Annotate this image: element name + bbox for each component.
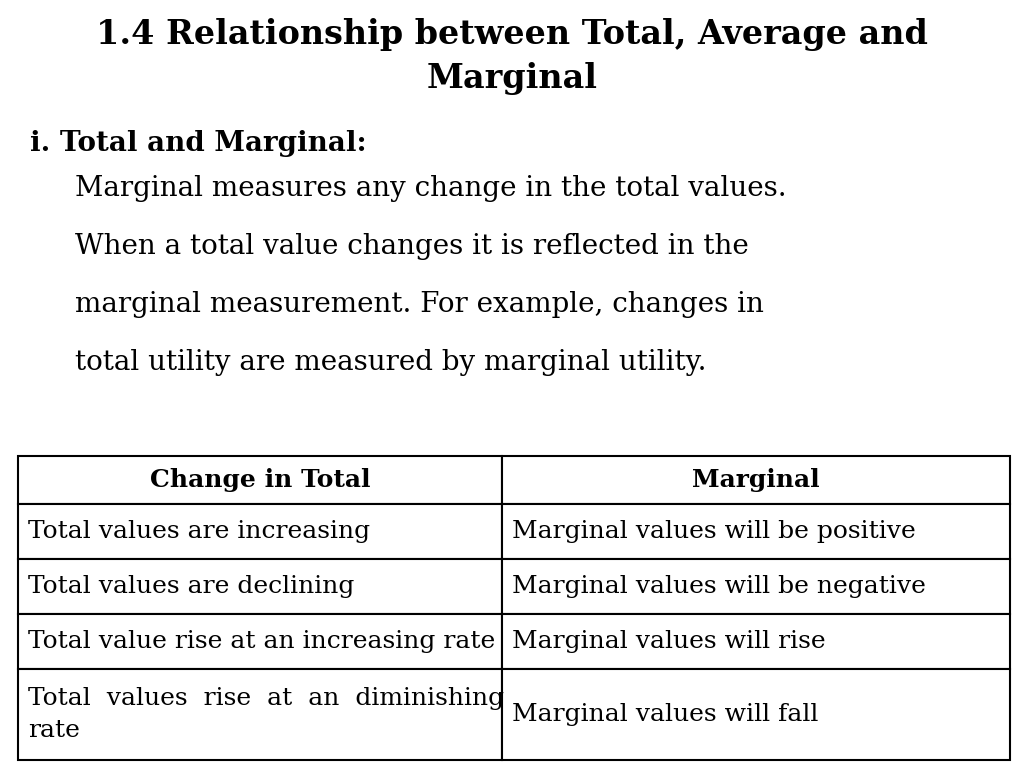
Text: Marginal: Marginal [692, 468, 820, 492]
Bar [18, 614, 502, 669]
Text: Marginal values will be positive: Marginal values will be positive [512, 520, 915, 543]
Text: Total and Marginal:: Total and Marginal: [60, 130, 367, 157]
Bar [18, 504, 502, 559]
Text: Marginal values will be negative: Marginal values will be negative [512, 575, 926, 598]
Text: marginal measurement. For example, changes in: marginal measurement. For example, chang… [75, 291, 764, 318]
Text: Marginal values will rise: Marginal values will rise [512, 630, 825, 653]
Text: 1.4 Relationship between Total, Average and: 1.4 Relationship between Total, Average … [96, 18, 928, 51]
Bar [502, 456, 1010, 504]
Bar [18, 456, 502, 504]
Text: Marginal measures any change in the total values.: Marginal measures any change in the tota… [75, 175, 786, 202]
Text: Total  values  rise  at  an  diminishing
rate: Total values rise at an diminishing rate [28, 687, 504, 742]
Text: Marginal: Marginal [427, 62, 597, 95]
Bar [18, 669, 502, 760]
Bar [502, 504, 1010, 559]
Text: Total values are declining: Total values are declining [28, 575, 354, 598]
Text: Marginal values will fall: Marginal values will fall [512, 703, 818, 726]
Text: i.: i. [30, 130, 50, 157]
Bar [502, 669, 1010, 760]
Text: When a total value changes it is reflected in the: When a total value changes it is reflect… [75, 233, 749, 260]
Text: Total value rise at an increasing rate: Total value rise at an increasing rate [28, 630, 496, 653]
Bar [18, 559, 502, 614]
Bar [502, 559, 1010, 614]
Text: Change in Total: Change in Total [150, 468, 371, 492]
Bar [502, 614, 1010, 669]
Text: Total values are increasing: Total values are increasing [28, 520, 370, 543]
Text: total utility are measured by marginal utility.: total utility are measured by marginal u… [75, 349, 707, 376]
